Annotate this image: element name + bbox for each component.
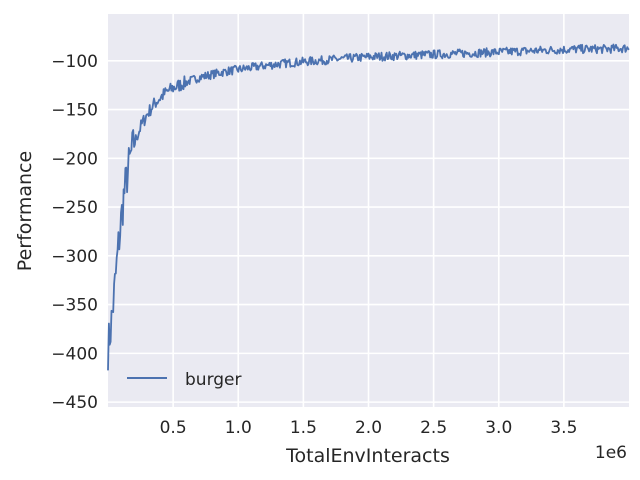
y-tick-label: −100: [51, 52, 98, 72]
grid-lines: [108, 14, 629, 407]
x-tick-label: 1.0: [225, 418, 252, 438]
x-tick-label: 1.5: [290, 418, 317, 438]
y-tick-labels: −450 −400 −350 −300 −250 −200 −150 −100: [51, 52, 98, 413]
y-tick-label: −150: [51, 101, 98, 121]
y-tick-label: −400: [51, 344, 98, 364]
legend: burger: [127, 370, 242, 390]
series-line-burger: [107, 43, 630, 371]
y-tick-label: −350: [51, 296, 98, 316]
x-tick-label: 2.0: [355, 418, 382, 438]
y-tick-label: −200: [51, 149, 98, 169]
series-lines: [107, 43, 630, 371]
y-tick-label: −250: [51, 198, 98, 218]
x-tick-labels: 0.5 1.0 1.5 2.0 2.5 3.0 3.5: [160, 418, 578, 438]
x-tick-label: 0.5: [160, 418, 187, 438]
x-tick-label: 2.5: [420, 418, 447, 438]
y-axis-label: Performance: [14, 151, 36, 271]
y-tick-label: −300: [51, 247, 98, 267]
x-axis-label: TotalEnvInteracts: [285, 445, 450, 467]
x-offset-label: 1e6: [595, 443, 627, 463]
y-tick-label: −450: [51, 393, 98, 413]
x-tick-label: 3.0: [485, 418, 512, 438]
x-tick-label: 3.5: [550, 418, 577, 438]
legend-label-burger: burger: [185, 370, 242, 390]
